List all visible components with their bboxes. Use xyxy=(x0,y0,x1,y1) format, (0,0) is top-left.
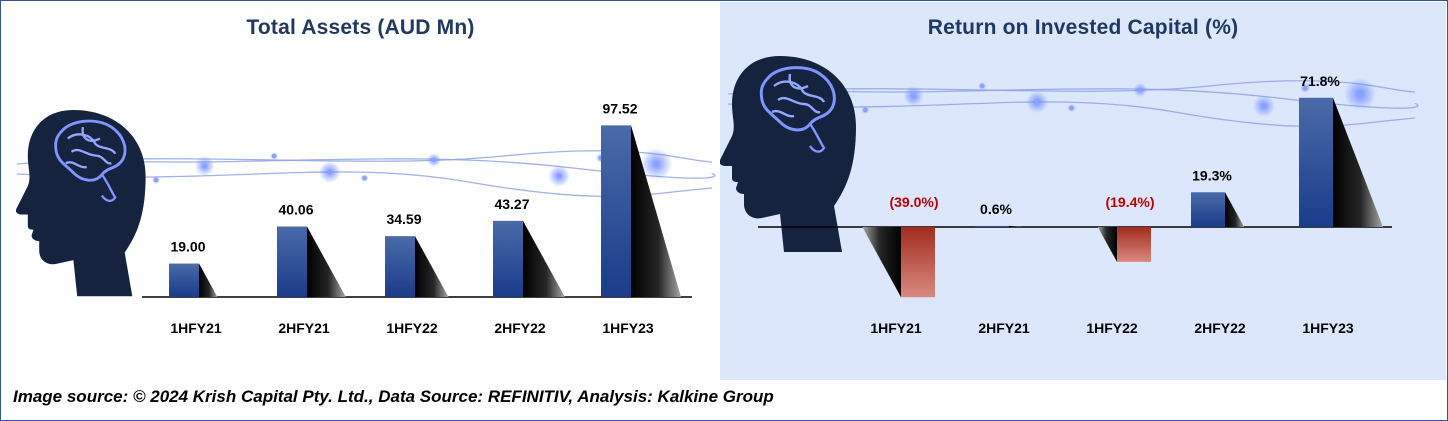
bar-group: 19.00 xyxy=(169,239,218,297)
bar xyxy=(601,125,631,297)
category-label: 1HFY21 xyxy=(170,320,222,336)
data-label: 0.6% xyxy=(980,201,1012,217)
bar xyxy=(901,227,935,298)
chart-title: Return on Invested Capital (%) xyxy=(927,16,1239,39)
data-label: (19.4%) xyxy=(1105,194,1154,210)
data-label: 71.8% xyxy=(1300,73,1340,89)
category-label: 1HFY22 xyxy=(386,320,438,336)
category-label: 1HFY21 xyxy=(870,320,922,336)
bar-group: (19.4%) xyxy=(1097,194,1155,262)
category-label: 2HFY22 xyxy=(1194,320,1246,336)
category-label: 2HFY22 xyxy=(494,320,546,336)
bar-shadow xyxy=(1333,97,1383,227)
category-label: 1HFY23 xyxy=(1302,320,1354,336)
data-label: 34.59 xyxy=(386,211,421,227)
data-label: 97.52 xyxy=(602,100,637,116)
bar-group: 71.8% xyxy=(1299,73,1383,227)
head-brain-icon xyxy=(15,110,146,297)
data-label: 40.06 xyxy=(278,201,313,217)
roic-panel: Return on Invested Capital (%) (39.0%) 1H… xyxy=(720,2,1446,380)
category-label: 1HFY23 xyxy=(602,320,654,336)
data-label: 43.27 xyxy=(494,196,529,212)
bar xyxy=(169,263,199,297)
bar xyxy=(385,236,415,297)
bar xyxy=(493,220,523,297)
bar xyxy=(277,226,307,297)
bar-shadow xyxy=(1225,192,1245,227)
category-label: 2HFY21 xyxy=(978,320,1030,336)
chart-title: Total Assets (AUD Mn) xyxy=(246,16,475,39)
bar xyxy=(1299,97,1333,227)
data-label: (39.0%) xyxy=(889,194,938,210)
bar-group: 19.3% xyxy=(1191,167,1245,227)
bar-group: 43.27 xyxy=(493,196,565,297)
category-label: 1HFY22 xyxy=(1086,320,1138,336)
bar-group: 0.6% xyxy=(975,201,1023,227)
source-caption: Image source: © 2024 Krish Capital Pty. … xyxy=(13,387,774,406)
total-assets-chart: 19.00 1HFY21 40.06 2HFY21 34.59 1HFY22 43.27 2H… xyxy=(15,100,716,336)
bar-group: 97.52 xyxy=(601,100,681,297)
roic-chart: (39.0%) 1HFY21 0.6% 2HFY21 (19.4%) 1HFY22 19.3… xyxy=(720,56,1419,336)
bar-shadow xyxy=(307,226,346,297)
bar-shadow xyxy=(631,125,681,297)
data-label: 19.3% xyxy=(1192,167,1232,183)
bar-shadow xyxy=(199,263,218,297)
bar-shadow xyxy=(862,227,901,298)
bar-group: (39.0%) xyxy=(862,194,939,298)
bar xyxy=(1117,227,1151,262)
bar-shadow xyxy=(415,236,449,297)
total-assets-panel: Total Assets (AUD Mn) 19.00 1HFY21 40.06 2H… xyxy=(2,2,719,380)
head-brain-icon xyxy=(720,56,856,252)
bar xyxy=(975,225,1009,227)
bar-group: 40.06 xyxy=(277,201,346,297)
data-label: 19.00 xyxy=(170,239,205,255)
category-label: 2HFY21 xyxy=(278,320,330,336)
bar xyxy=(1191,192,1225,227)
network-lines xyxy=(16,148,716,197)
bar-shadow xyxy=(1009,225,1023,227)
bar-shadow xyxy=(523,220,565,297)
network-lines xyxy=(727,78,1419,127)
bar-group: 34.59 xyxy=(385,211,449,297)
bar-shadow xyxy=(1097,227,1117,262)
